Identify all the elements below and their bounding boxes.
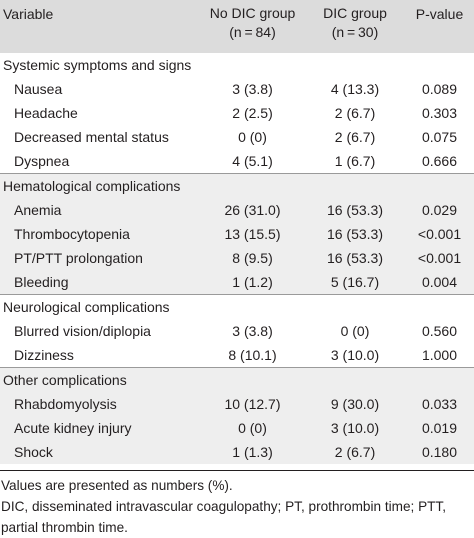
table-row: Blurred vision/diplopia 3 (3.8) 0 (0) 0.… [0,319,474,343]
footnote-values: Values are presented as numbers (%). [1,478,233,493]
cell-no-dic: 13 (15.5) [224,226,281,242]
table-row: Dyspnea 4 (5.1) 1 (6.7) 0.666 [0,149,474,174]
cell-dic: 9 (30.0) [330,396,380,412]
row-label: Decreased mental status [14,129,169,145]
header-dic-group: DIC group (n = 30) [305,0,405,53]
table-row: Nausea 3 (3.8) 4 (13.3) 0.089 [0,77,474,101]
section-other: Other complications Rhabdomyolysis 10 (1… [0,367,474,464]
cell-no-dic: 8 (10.1) [228,347,277,363]
cell-dic: 2 (6.7) [334,129,376,145]
cell-no-dic: 1 (1.2) [232,274,273,290]
cell-no-dic: 26 (31.0) [224,202,281,218]
cell-no-dic: 1 (1.3) [232,444,273,460]
section-title: Systemic symptoms and signs [3,57,192,73]
cell-dic: 2 (6.7) [334,105,376,121]
header-p-value: P-value [415,6,464,22]
cell-p-value: 0.089 [421,81,458,97]
header-no-dic-n: (n = 84) [229,24,276,40]
row-label: Thrombocytopenia [14,226,130,242]
cell-p-value: 1.000 [421,347,458,363]
cell-no-dic: 8 (9.5) [232,250,273,266]
cell-dic: 16 (53.3) [326,202,384,218]
cell-p-value: 0.666 [421,153,458,169]
table-row: Headache 2 (2.5) 2 (6.7) 0.303 [0,101,474,125]
table-row: Acute kidney injury 0 (0) 3 (10.0) 0.019 [0,416,474,440]
header-no-dic-group: No DIC group (n = 84) [200,0,305,53]
section-title: Neurological complications [0,294,474,319]
cell-no-dic: 4 (5.1) [232,153,273,169]
cell-no-dic: 2 (2.5) [232,105,273,121]
header-dic-n: (n = 30) [331,24,379,40]
section-systemic: Systemic symptoms and signs Nausea 3 (3.… [0,53,474,174]
row-label: Dyspnea [14,153,70,169]
row-label: Nausea [14,81,63,97]
section-hematological: Hematological complications Anemia 26 (3… [0,173,474,295]
cell-dic: 3 (10.0) [330,420,380,436]
table-row: Rhabdomyolysis 10 (12.7) 9 (30.0) 0.033 [0,392,474,416]
cell-dic: 3 (10.0) [330,347,380,363]
cell-no-dic: 0 (0) [238,420,267,436]
cell-p-value: 0.075 [421,129,458,145]
cell-p-value: 0.303 [421,105,458,121]
cell-p-value: 0.029 [421,202,458,218]
cell-p-value: 0.180 [421,444,458,460]
cell-p-value: 0.004 [421,274,458,290]
row-label: Bleeding [14,274,69,290]
cell-dic: 16 (53.3) [326,226,384,242]
cell-dic: 0 (0) [340,323,370,339]
table-row: PT/PTT prolongation 8 (9.5) 16 (53.3) <0… [0,246,474,270]
cell-p-value: 0.033 [421,396,458,412]
row-label: PT/PTT prolongation [14,250,143,266]
header-no-dic-label: No DIC group [209,5,296,21]
section-title: Hematological complications [0,173,474,198]
table-row: Decreased mental status 0 (0) 2 (6.7) 0.… [0,125,474,149]
cell-dic: 16 (53.3) [326,250,384,266]
row-label: Headache [14,105,78,121]
header-variable: Variable [3,6,54,22]
row-label: Anemia [14,202,62,218]
cell-p-value: 0.019 [421,420,458,436]
table-row: Anemia 26 (31.0) 16 (53.3) 0.029 [0,198,474,222]
table-header: Variable No DIC group (n = 84) DIC group… [0,0,474,53]
cell-p-value: <0.001 [417,226,462,242]
cell-dic: 2 (6.7) [334,444,376,460]
cell-p-value: <0.001 [417,250,462,266]
table-footnotes: Values are presented as numbers (%). DIC… [0,470,474,538]
header-dic-label: DIC group [323,5,387,21]
table-row: Dizziness 8 (10.1) 3 (10.0) 1.000 [0,343,474,368]
cell-dic: 5 (16.7) [330,274,380,290]
header-row: Variable No DIC group (n = 84) DIC group… [0,0,474,53]
cell-no-dic: 3 (3.8) [232,323,273,339]
cell-p-value: 0.560 [421,323,458,339]
table-row: Thrombocytopenia 13 (15.5) 16 (53.3) <0.… [0,222,474,246]
row-label: Blurred vision/diplopia [14,323,151,339]
cell-no-dic: 0 (0) [238,129,267,145]
footnote-abbreviations: DIC, disseminated intravascular coagulop… [1,499,447,535]
complications-table: Variable No DIC group (n = 84) DIC group… [0,0,474,464]
row-label: Dizziness [14,347,74,363]
cell-dic: 1 (6.7) [334,153,376,169]
cell-dic: 4 (13.3) [330,81,380,97]
table-row: Shock 1 (1.3) 2 (6.7) 0.180 [0,440,474,464]
row-label: Rhabdomyolysis [14,396,117,412]
cell-no-dic: 10 (12.7) [224,396,281,412]
row-label: Shock [14,444,53,460]
cell-no-dic: 3 (3.8) [232,81,273,97]
section-title: Other complications [0,367,474,392]
row-label: Acute kidney injury [14,420,132,436]
section-neurological: Neurological complications Blurred visio… [0,294,474,368]
table-row: Bleeding 1 (1.2) 5 (16.7) 0.004 [0,270,474,295]
